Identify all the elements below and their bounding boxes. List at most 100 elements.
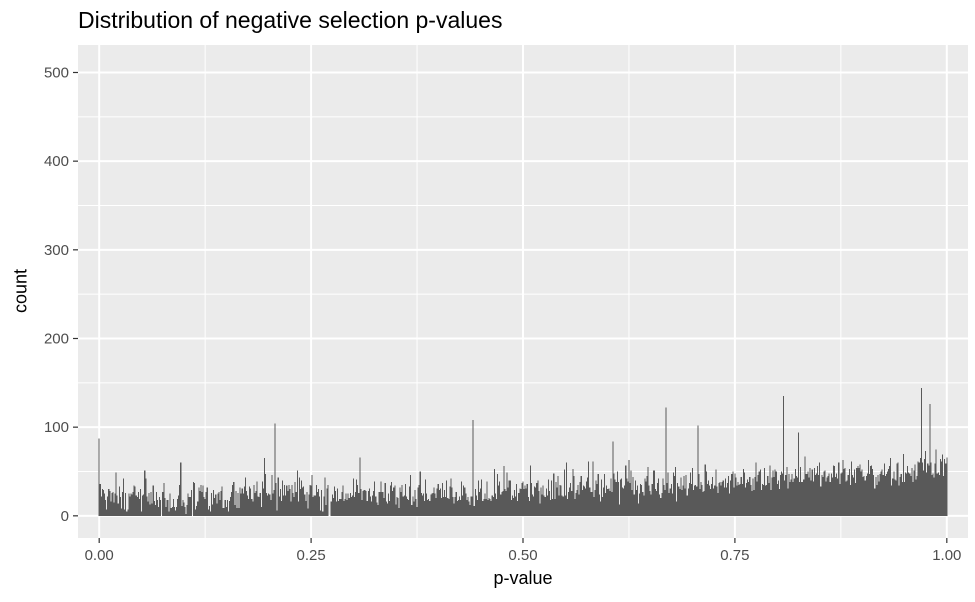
histogram-bar bbox=[699, 489, 701, 516]
histogram-bar bbox=[565, 462, 567, 516]
histogram-bar bbox=[304, 494, 306, 516]
histogram-bar bbox=[652, 470, 654, 516]
histogram-bar bbox=[688, 483, 690, 516]
histogram-bar bbox=[298, 477, 300, 516]
histogram-bar bbox=[117, 503, 119, 516]
histogram-bar bbox=[410, 475, 412, 516]
histogram-bar bbox=[325, 505, 327, 516]
histogram-bar bbox=[936, 473, 938, 516]
histogram-bar bbox=[181, 506, 183, 516]
histogram-bar bbox=[454, 497, 456, 516]
histogram-bar bbox=[292, 492, 294, 516]
histogram-bar bbox=[758, 471, 760, 516]
histogram-bar bbox=[724, 478, 726, 516]
histogram-bar bbox=[498, 485, 500, 516]
histogram-bar bbox=[669, 488, 671, 516]
histogram-bar bbox=[679, 489, 681, 516]
histogram-bar bbox=[387, 493, 389, 516]
histogram-bar bbox=[324, 477, 326, 516]
histogram-bar bbox=[472, 420, 474, 516]
histogram-bar bbox=[695, 484, 697, 516]
histogram-bar bbox=[829, 482, 831, 516]
histogram-bar bbox=[587, 477, 589, 516]
histogram-bar bbox=[381, 491, 383, 516]
histogram-bar bbox=[236, 507, 238, 516]
histogram-bar bbox=[624, 485, 626, 516]
histogram-bar bbox=[648, 485, 650, 516]
histogram-bar bbox=[258, 497, 260, 516]
histogram-bar bbox=[392, 491, 394, 516]
histogram-bar bbox=[545, 488, 547, 516]
histogram-bar bbox=[363, 490, 365, 516]
chart-title: Distribution of negative selection p-val… bbox=[78, 7, 503, 33]
histogram-bar bbox=[576, 490, 578, 516]
histogram-bar bbox=[666, 483, 668, 516]
histogram-bar bbox=[729, 493, 731, 516]
histogram-bar bbox=[554, 498, 556, 516]
histogram-bar bbox=[788, 474, 790, 516]
histogram-bar bbox=[735, 477, 737, 516]
histogram-bar bbox=[377, 505, 379, 516]
histogram-bar bbox=[345, 493, 347, 516]
histogram-bar bbox=[718, 483, 720, 516]
histogram-bar bbox=[186, 505, 188, 516]
histogram-bar bbox=[361, 499, 363, 516]
histogram-bar bbox=[854, 469, 856, 516]
histogram-bar bbox=[261, 481, 263, 516]
histogram-bar bbox=[558, 495, 560, 516]
histogram-bar bbox=[180, 462, 182, 516]
histogram-bar bbox=[538, 491, 540, 516]
histogram-bar bbox=[844, 467, 846, 516]
histogram-bar bbox=[590, 491, 592, 516]
histogram-bar bbox=[365, 491, 367, 516]
histogram-bar bbox=[386, 503, 388, 516]
histogram-bar bbox=[284, 484, 286, 516]
histogram-bar bbox=[755, 462, 757, 516]
histogram-bar bbox=[830, 473, 832, 516]
histogram-bar bbox=[466, 499, 468, 516]
histogram-bar bbox=[556, 487, 558, 516]
histogram-bar bbox=[486, 481, 488, 516]
histogram-bar bbox=[732, 471, 734, 516]
histogram-bar bbox=[507, 487, 509, 516]
histogram-bar bbox=[374, 481, 376, 516]
histogram-bar bbox=[400, 491, 402, 516]
histogram-bar bbox=[155, 491, 157, 516]
histogram-bar bbox=[510, 499, 512, 516]
histogram-bar bbox=[109, 491, 111, 516]
histogram-bar bbox=[559, 484, 561, 516]
histogram-bar bbox=[604, 474, 606, 516]
histogram-bar bbox=[613, 473, 615, 516]
histogram-bar bbox=[824, 470, 826, 516]
histogram-bar bbox=[566, 498, 569, 516]
histogram-bar bbox=[693, 490, 695, 516]
histogram-bar bbox=[415, 498, 417, 516]
histogram-bar bbox=[356, 479, 358, 516]
histogram-bar bbox=[606, 485, 608, 516]
histogram-bar bbox=[783, 396, 785, 516]
histogram-bar bbox=[290, 501, 292, 516]
histogram-bar bbox=[725, 487, 727, 516]
histogram-bar bbox=[802, 482, 804, 516]
histogram-bar bbox=[635, 490, 637, 516]
histogram-bar bbox=[843, 468, 845, 516]
histogram-bar bbox=[127, 509, 129, 516]
histogram-bar bbox=[875, 476, 877, 516]
histogram-bar bbox=[221, 486, 223, 516]
histogram-bar bbox=[343, 500, 345, 516]
histogram-bar bbox=[822, 476, 824, 516]
histogram-bar bbox=[547, 479, 549, 516]
histogram-bar bbox=[364, 490, 366, 516]
histogram-bar bbox=[370, 501, 373, 516]
histogram-bar bbox=[853, 477, 855, 516]
histogram-bar bbox=[641, 484, 643, 516]
histogram-bar bbox=[133, 485, 135, 516]
histogram-bar bbox=[412, 496, 414, 516]
histogram-bar bbox=[925, 451, 927, 516]
histogram-bar bbox=[417, 487, 419, 516]
histogram-bar bbox=[595, 480, 597, 516]
histogram-bar bbox=[927, 463, 929, 516]
histogram-bar bbox=[159, 497, 161, 516]
histogram-bar bbox=[736, 485, 738, 516]
histogram-bar bbox=[414, 490, 416, 516]
